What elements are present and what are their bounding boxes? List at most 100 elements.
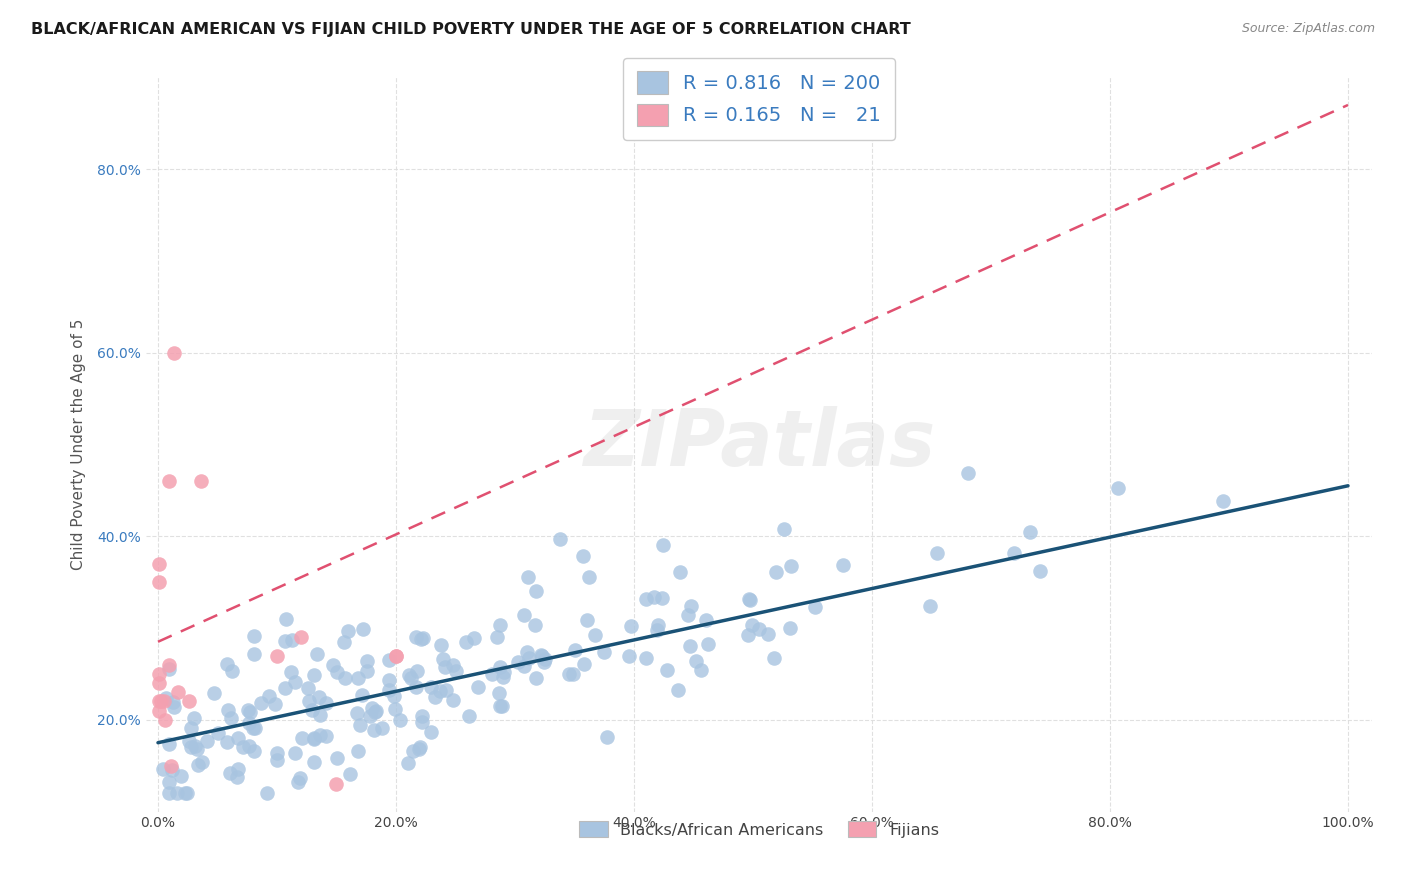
Point	[302, 668, 325, 682]
Point	[274, 634, 297, 648]
Point	[651, 591, 673, 605]
Point	[668, 565, 690, 579]
Point	[162, 695, 184, 709]
Point	[302, 755, 325, 769]
Point	[180, 721, 202, 735]
Point	[290, 731, 312, 745]
Point	[352, 689, 374, 703]
Point	[513, 607, 536, 622]
Point	[221, 711, 243, 725]
Point	[309, 728, 332, 742]
Point	[152, 762, 174, 776]
Point	[180, 740, 202, 755]
Point	[377, 682, 399, 697]
Point	[305, 648, 328, 662]
Point	[173, 786, 195, 800]
Point	[804, 600, 827, 615]
Point	[356, 654, 378, 668]
Point	[832, 558, 855, 573]
Point	[634, 592, 657, 607]
Point	[411, 714, 433, 729]
Point	[290, 630, 312, 644]
Point	[697, 637, 720, 651]
Point	[779, 621, 801, 635]
Point	[408, 741, 430, 756]
Point	[558, 666, 581, 681]
Point	[256, 786, 278, 800]
Point	[226, 770, 249, 784]
Point	[157, 474, 180, 488]
Point	[238, 739, 260, 754]
Point	[634, 651, 657, 665]
Point	[266, 754, 288, 768]
Point	[148, 557, 170, 571]
Point	[347, 744, 370, 758]
Point	[738, 592, 761, 607]
Point	[336, 624, 359, 638]
Point	[250, 696, 273, 710]
Point	[564, 643, 586, 657]
Point	[548, 532, 571, 546]
Point	[352, 623, 374, 637]
Point	[176, 786, 198, 800]
Point	[643, 590, 665, 604]
Point	[274, 681, 297, 695]
Point	[1002, 546, 1025, 560]
Point	[399, 672, 422, 686]
Point	[308, 708, 330, 723]
Point	[308, 690, 330, 704]
Point	[153, 694, 176, 708]
Point	[405, 680, 427, 694]
Point	[163, 345, 186, 359]
Point	[756, 627, 779, 641]
Point	[441, 693, 464, 707]
Point	[388, 713, 411, 727]
Point	[1107, 481, 1129, 495]
Point	[148, 666, 170, 681]
Point	[159, 657, 181, 672]
Point	[412, 631, 434, 645]
Point	[219, 765, 242, 780]
Point	[576, 613, 599, 627]
Point	[508, 655, 530, 669]
Point	[385, 648, 408, 663]
Point	[489, 660, 512, 674]
Point	[167, 685, 190, 699]
Point	[1212, 494, 1234, 508]
Point	[163, 700, 186, 714]
Point	[405, 664, 427, 678]
Point	[409, 739, 432, 754]
Point	[204, 686, 226, 700]
Point	[215, 657, 238, 671]
Point	[533, 655, 555, 669]
Point	[148, 676, 170, 690]
Point	[232, 739, 254, 754]
Point	[148, 694, 170, 708]
Point	[288, 771, 311, 785]
Point	[382, 690, 405, 704]
Point	[157, 774, 180, 789]
Point	[339, 766, 361, 780]
Point	[335, 671, 357, 685]
Point	[695, 613, 717, 627]
Point	[157, 662, 180, 676]
Text: Source: ZipAtlas.com: Source: ZipAtlas.com	[1241, 22, 1375, 36]
Point	[371, 721, 394, 735]
Point	[405, 630, 427, 644]
Point	[918, 599, 941, 614]
Point	[488, 686, 510, 700]
Point	[454, 634, 477, 648]
Point	[679, 639, 702, 653]
Point	[363, 723, 385, 737]
Point	[166, 786, 188, 800]
Point	[346, 706, 368, 720]
Point	[333, 634, 356, 648]
Point	[238, 715, 260, 730]
Point	[356, 664, 378, 678]
Point	[398, 668, 420, 682]
Point	[266, 746, 288, 760]
Point	[561, 666, 583, 681]
Point	[491, 699, 513, 714]
Point	[284, 675, 307, 690]
Point	[266, 648, 288, 663]
